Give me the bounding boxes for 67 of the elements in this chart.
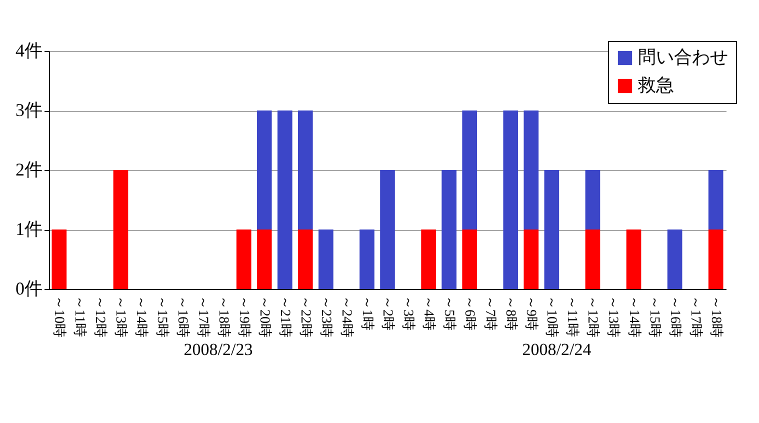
- bar: [524, 110, 539, 230]
- x-tick-label: ～1時: [358, 296, 375, 330]
- x-tick-label: ～4時: [420, 296, 437, 330]
- y-tick-label: 0件: [16, 278, 42, 298]
- bar: [256, 230, 272, 289]
- bar: [667, 230, 682, 289]
- x-tick-label: ～23時: [318, 296, 334, 338]
- bar: [277, 110, 292, 289]
- bar: [524, 230, 539, 289]
- x-tick-label: ～17時: [687, 296, 704, 338]
- x-tick-label: ～24時: [338, 296, 354, 338]
- legend-label: 問い合わせ: [638, 47, 728, 67]
- x-tick-label: ～13時: [112, 296, 129, 338]
- x-tick-label: ～14時: [133, 296, 150, 338]
- x-tick-label: ～6時: [462, 296, 478, 330]
- x-tick-label: ～16時: [666, 296, 683, 338]
- x-tick-label: ～11時: [72, 296, 88, 337]
- bar: [585, 230, 600, 289]
- x-tick-label: ～15時: [154, 296, 170, 338]
- bar: [52, 230, 67, 289]
- x-tick-label: ～12時: [584, 296, 601, 338]
- bar: [380, 170, 395, 289]
- bar: [544, 170, 560, 289]
- x-tick-label: ～12時: [92, 296, 108, 338]
- y-tick-label: 1件: [16, 219, 42, 239]
- x-tick-label: ～21時: [276, 296, 293, 338]
- x-tick-label: ～15時: [646, 296, 662, 338]
- x-tick-label: ～18時: [708, 296, 724, 338]
- x-tick-label: ～19時: [236, 296, 252, 338]
- bar: [421, 230, 436, 289]
- x-tick-label: ～10時: [544, 296, 560, 338]
- y-tick-label: 4件: [16, 40, 42, 60]
- x-tick-label: ～11時: [564, 296, 580, 337]
- y-tick-label: 2件: [16, 160, 42, 180]
- y-tick-label: 3件: [16, 100, 42, 120]
- bar: [585, 170, 600, 230]
- bar: [318, 230, 334, 289]
- bar: [462, 110, 477, 230]
- x-tick-label: ～3時: [400, 296, 416, 330]
- x-tick-label: ～8時: [502, 296, 519, 330]
- bar: [503, 110, 518, 289]
- bar: [298, 230, 313, 289]
- bar: [462, 230, 477, 289]
- x-tick-label: ～14時: [626, 296, 642, 338]
- x-tick-label: ～7時: [482, 296, 498, 330]
- x-tick-label: ～16時: [174, 296, 190, 338]
- text: 2008/2/24: [522, 340, 592, 359]
- bar: [298, 110, 313, 230]
- x-tick-label: ～13時: [605, 296, 622, 338]
- bar: [626, 230, 642, 289]
- bar: [708, 170, 724, 230]
- bar: [113, 170, 128, 289]
- legend-label: 救急: [637, 75, 674, 95]
- bar: [360, 230, 374, 289]
- bar: [236, 230, 252, 289]
- bar: [256, 110, 272, 230]
- x-tick-label: ～17時: [194, 296, 211, 338]
- x-tick-label: ～2時: [380, 296, 396, 330]
- x-tick-label: ～20時: [256, 296, 272, 338]
- x-tick-label: ～22時: [297, 296, 314, 338]
- bar: [708, 230, 724, 289]
- x-tick-label: ～18時: [215, 296, 232, 338]
- x-tick-label: ～9時: [523, 296, 540, 330]
- text: 2008/2/23: [184, 340, 253, 359]
- bar: [442, 170, 456, 289]
- x-tick-label: ～10時: [51, 296, 68, 338]
- x-tick-label: ～5時: [441, 296, 458, 330]
